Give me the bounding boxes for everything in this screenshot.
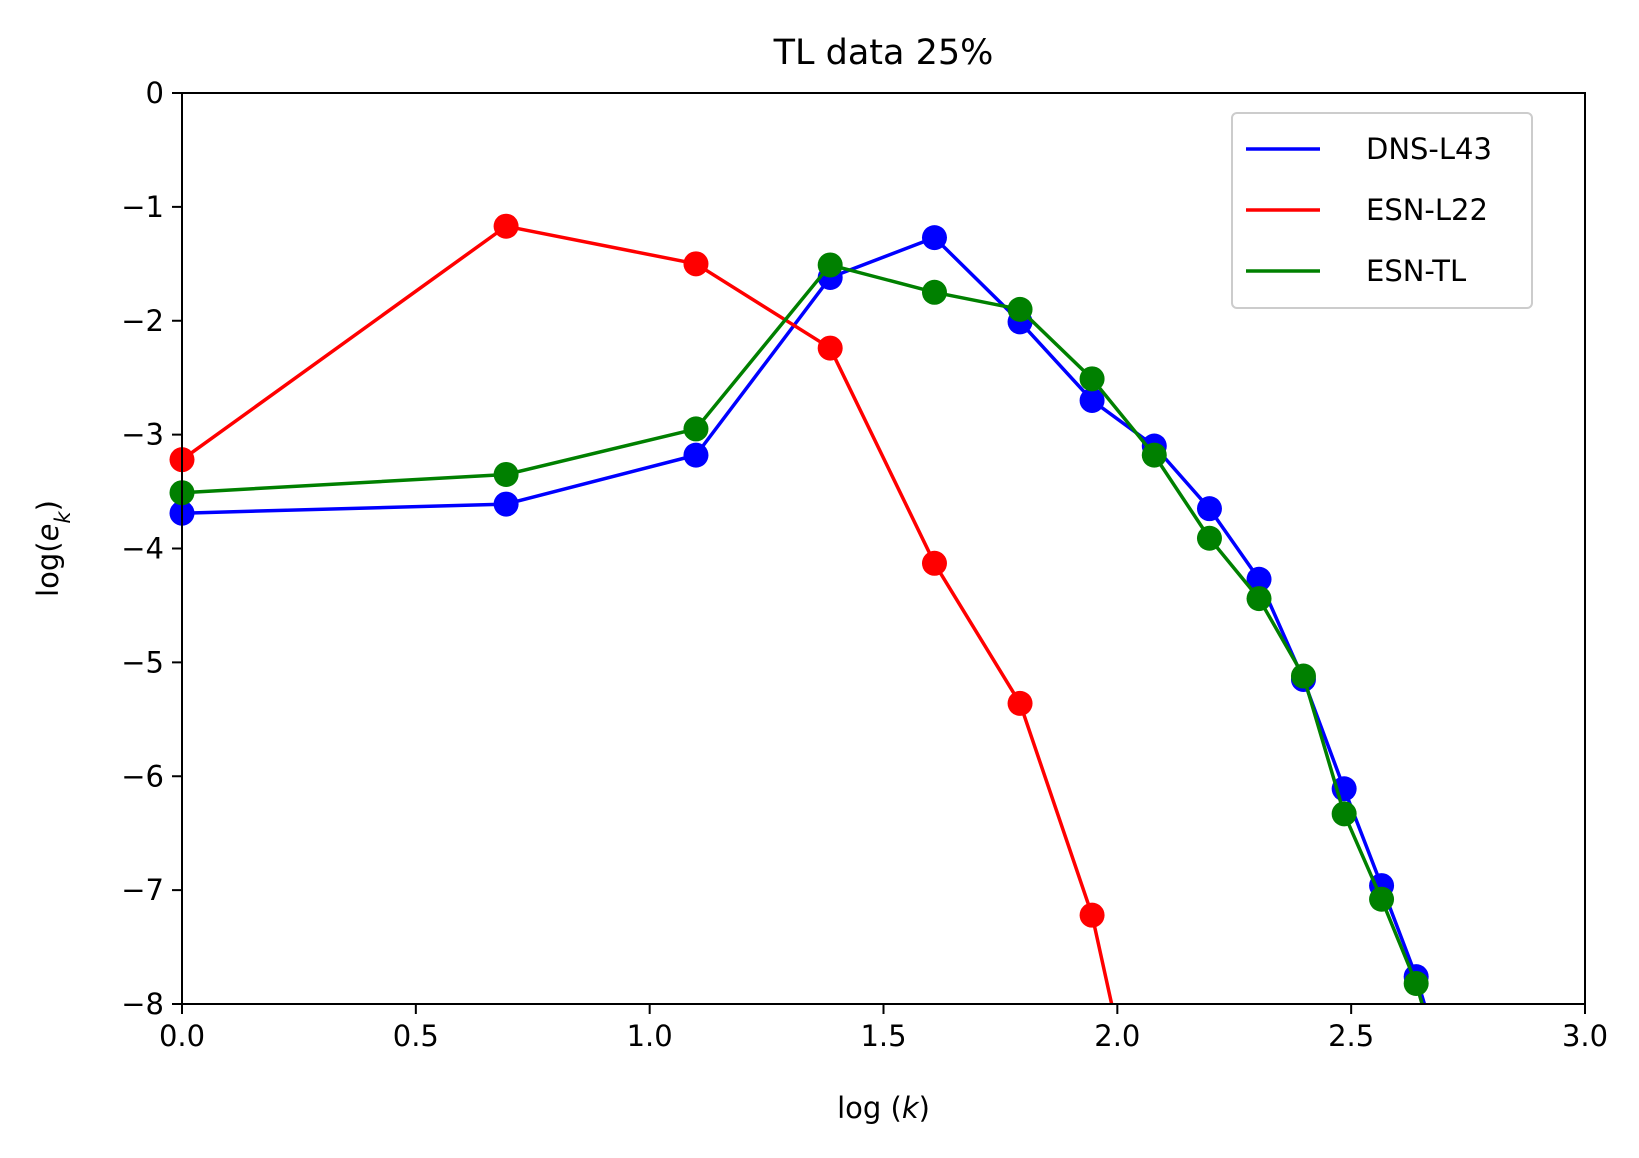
y-axis-label-prefix: log(: [31, 541, 65, 597]
series-dns-l43: [169, 225, 1429, 1004]
y-tick-label: −1: [121, 190, 164, 224]
y-axis-label-var: e: [31, 524, 65, 542]
y-tick-label: −5: [121, 645, 164, 679]
x-axis-label-var: k: [902, 1091, 920, 1125]
x-tick-label: 3.0: [1562, 1019, 1608, 1053]
data-point: [1007, 690, 1033, 716]
legend-label: ESN-L22: [1366, 193, 1488, 227]
y-axis-label-suffix: ): [31, 500, 65, 511]
y-tick-label: −6: [121, 759, 164, 793]
x-tick-label: 0.0: [159, 1019, 205, 1053]
data-point: [1331, 801, 1357, 827]
data-point: [1290, 663, 1316, 689]
chart-title: TL data 25%: [773, 33, 994, 73]
series-esn-l22: [169, 213, 1114, 1004]
x-tick-label: 2.0: [1094, 1019, 1140, 1053]
x-tick-label: 1.5: [860, 1019, 906, 1053]
data-point: [1007, 296, 1033, 322]
data-point: [493, 491, 519, 517]
series-esn-tl: [169, 252, 1429, 1004]
data-point: [921, 550, 947, 576]
x-axis-label-prefix: log (: [837, 1091, 902, 1125]
x-axis-label: log (k): [837, 1091, 930, 1125]
data-point: [683, 442, 709, 468]
y-tick-label: −4: [121, 532, 164, 566]
series-layer: [169, 213, 1429, 1004]
y-tick-label: −7: [121, 873, 164, 907]
data-point: [1369, 886, 1395, 912]
data-point: [1079, 387, 1105, 413]
legend: DNS-L43 ESN-L22 ESN-TL: [1231, 112, 1533, 309]
legend-label: ESN-TL: [1366, 254, 1466, 288]
data-point: [1196, 496, 1222, 522]
x-tick-label: 0.5: [393, 1019, 439, 1053]
x-axis: 0.0 0.5 1.0 1.5 2.0 2.5 3.0: [159, 1004, 1608, 1053]
data-point: [921, 279, 947, 305]
data-point: [1141, 442, 1167, 468]
y-axis-label: log(ek): [31, 500, 75, 597]
data-point: [683, 416, 709, 442]
data-point: [1079, 366, 1105, 392]
x-axis-label-suffix: ): [919, 1091, 930, 1125]
legend-label: DNS-L43: [1366, 132, 1492, 166]
data-point: [493, 461, 519, 487]
data-point: [817, 252, 843, 278]
data-point: [1196, 525, 1222, 551]
y-tick-label: −3: [121, 418, 164, 452]
data-point: [1246, 566, 1272, 592]
y-tick-label: −2: [121, 304, 164, 338]
data-point: [493, 213, 519, 239]
y-axis-label-sub: k: [51, 511, 75, 524]
y-tick-label: 0: [146, 76, 164, 110]
x-tick-label: 2.5: [1328, 1019, 1374, 1053]
data-point: [921, 225, 947, 251]
data-point: [1403, 971, 1429, 997]
data-point: [1246, 586, 1272, 612]
legend-frame: [1231, 112, 1533, 309]
x-tick-label: 1.0: [627, 1019, 673, 1053]
y-tick-label: −8: [121, 987, 164, 1021]
data-point: [683, 251, 709, 277]
data-point: [1079, 902, 1105, 928]
y-axis: 0 −1 −2 −3 −4 −5 −6 −7 −8: [121, 76, 182, 1021]
data-point: [817, 335, 843, 361]
series-line: [180, 224, 1114, 1004]
